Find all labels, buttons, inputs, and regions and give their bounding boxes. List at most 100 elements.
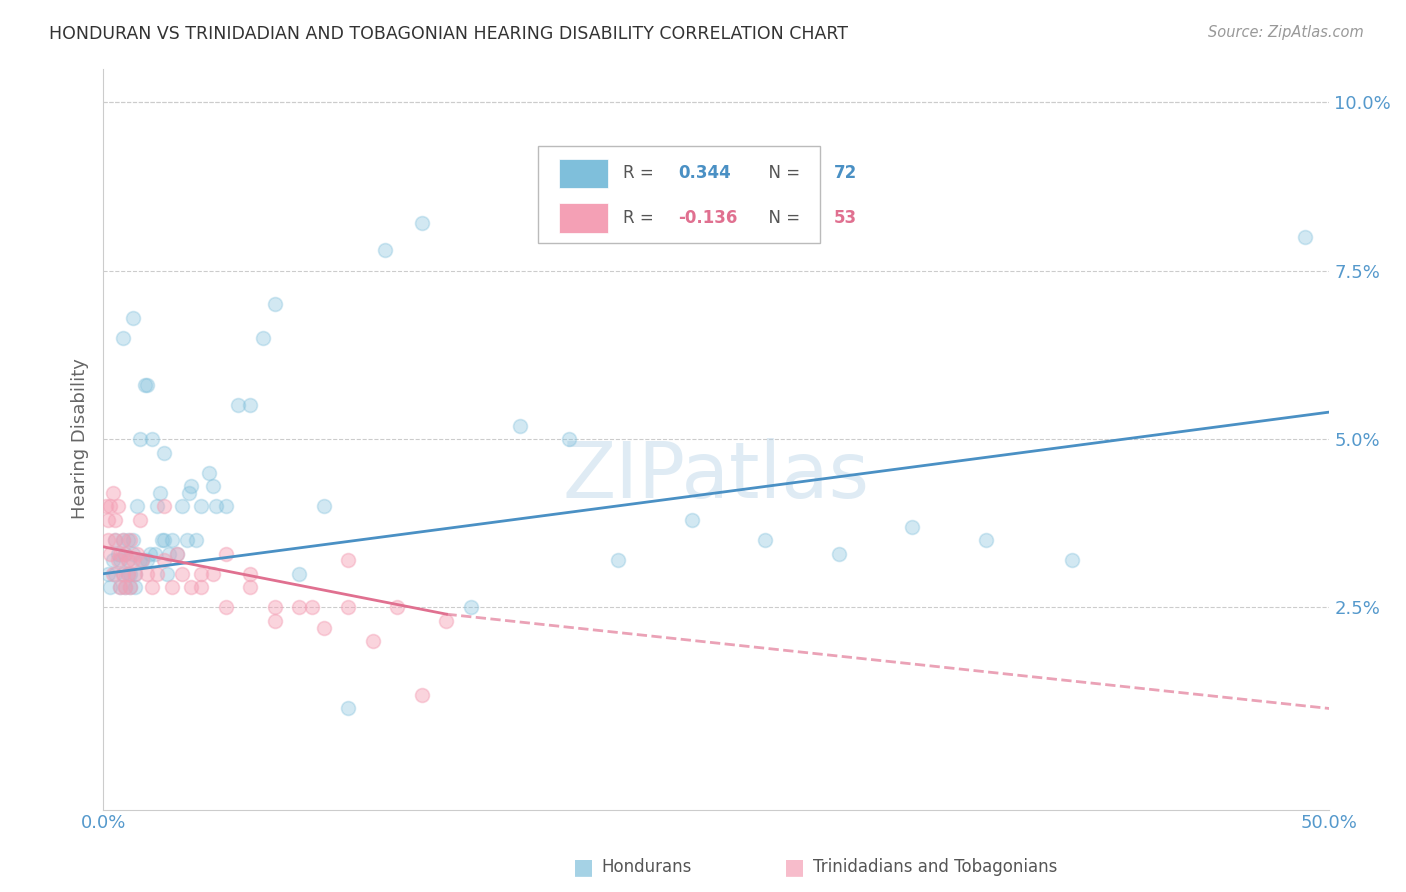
Point xyxy=(202,479,225,493)
Point xyxy=(131,553,153,567)
Bar xyxy=(560,203,609,233)
Point xyxy=(127,500,149,514)
Point xyxy=(180,580,202,594)
Point xyxy=(436,614,458,628)
Point xyxy=(411,688,433,702)
Point xyxy=(121,547,143,561)
Point xyxy=(239,566,262,581)
Point xyxy=(97,566,120,581)
Point xyxy=(263,600,285,615)
Point xyxy=(97,533,120,547)
Point xyxy=(607,553,630,567)
Point xyxy=(374,244,396,258)
Text: R =: R = xyxy=(623,209,659,227)
Point xyxy=(411,217,433,231)
Point xyxy=(127,547,149,561)
Point xyxy=(301,600,323,615)
Point xyxy=(101,486,124,500)
Point xyxy=(110,553,132,567)
Point xyxy=(361,634,384,648)
Point xyxy=(186,533,208,547)
Point xyxy=(190,566,212,581)
Point xyxy=(131,553,153,567)
Point xyxy=(288,566,311,581)
Point xyxy=(111,533,134,547)
Point xyxy=(117,566,139,581)
Point xyxy=(121,553,143,567)
Text: HONDURAN VS TRINIDADIAN AND TOBAGONIAN HEARING DISABILITY CORRELATION CHART: HONDURAN VS TRINIDADIAN AND TOBAGONIAN H… xyxy=(49,25,848,43)
Point xyxy=(124,580,146,594)
Point xyxy=(129,513,152,527)
Text: Hondurans: Hondurans xyxy=(602,858,692,876)
Text: N =: N = xyxy=(758,209,806,227)
Point xyxy=(136,566,159,581)
Point xyxy=(117,533,139,547)
Point xyxy=(1294,230,1316,244)
Point xyxy=(170,566,193,581)
Point xyxy=(166,547,188,561)
Point xyxy=(120,580,142,594)
Point xyxy=(974,533,997,547)
Text: 0.344: 0.344 xyxy=(678,164,731,183)
Point xyxy=(104,513,127,527)
Text: 72: 72 xyxy=(834,164,858,183)
Point xyxy=(138,547,160,561)
Point xyxy=(337,553,360,567)
Point xyxy=(101,566,124,581)
Point xyxy=(121,533,143,547)
Point xyxy=(143,547,166,561)
Point xyxy=(150,533,173,547)
Point xyxy=(288,600,311,615)
Point xyxy=(197,466,219,480)
Point xyxy=(160,580,183,594)
Point xyxy=(337,600,360,615)
Point xyxy=(111,533,134,547)
Point xyxy=(114,580,136,594)
Point xyxy=(337,701,360,715)
Text: ■: ■ xyxy=(785,857,804,877)
Point xyxy=(111,566,134,581)
Point xyxy=(100,500,122,514)
Point xyxy=(120,566,142,581)
Point xyxy=(136,553,159,567)
Point xyxy=(107,553,129,567)
Point xyxy=(101,553,124,567)
Point xyxy=(263,297,285,311)
Text: ■: ■ xyxy=(574,857,593,877)
Point xyxy=(114,547,136,561)
Point xyxy=(180,479,202,493)
FancyBboxPatch shape xyxy=(538,146,821,243)
Point xyxy=(111,331,134,345)
Point xyxy=(460,600,482,615)
Point xyxy=(110,580,132,594)
Point xyxy=(117,553,139,567)
Point xyxy=(117,566,139,581)
Point xyxy=(153,533,176,547)
Point xyxy=(1060,553,1083,567)
Point xyxy=(114,580,136,594)
Point xyxy=(901,519,924,533)
Point xyxy=(153,445,176,459)
Point xyxy=(558,432,581,446)
Point xyxy=(170,500,193,514)
Point xyxy=(509,418,531,433)
Point xyxy=(387,600,409,615)
Point xyxy=(141,580,163,594)
Point xyxy=(263,614,285,628)
Point xyxy=(215,500,238,514)
Point xyxy=(754,533,776,547)
Point xyxy=(828,547,851,561)
Point xyxy=(134,378,156,392)
Point xyxy=(117,553,139,567)
Point xyxy=(239,580,262,594)
Text: R =: R = xyxy=(623,164,659,183)
Text: Source: ZipAtlas.com: Source: ZipAtlas.com xyxy=(1208,25,1364,40)
Text: Trinidadians and Tobagonians: Trinidadians and Tobagonians xyxy=(813,858,1057,876)
Point xyxy=(215,547,238,561)
Point xyxy=(104,533,127,547)
Point xyxy=(100,547,122,561)
Point xyxy=(681,513,703,527)
Point xyxy=(176,533,198,547)
Point xyxy=(239,398,262,412)
Point xyxy=(252,331,274,345)
